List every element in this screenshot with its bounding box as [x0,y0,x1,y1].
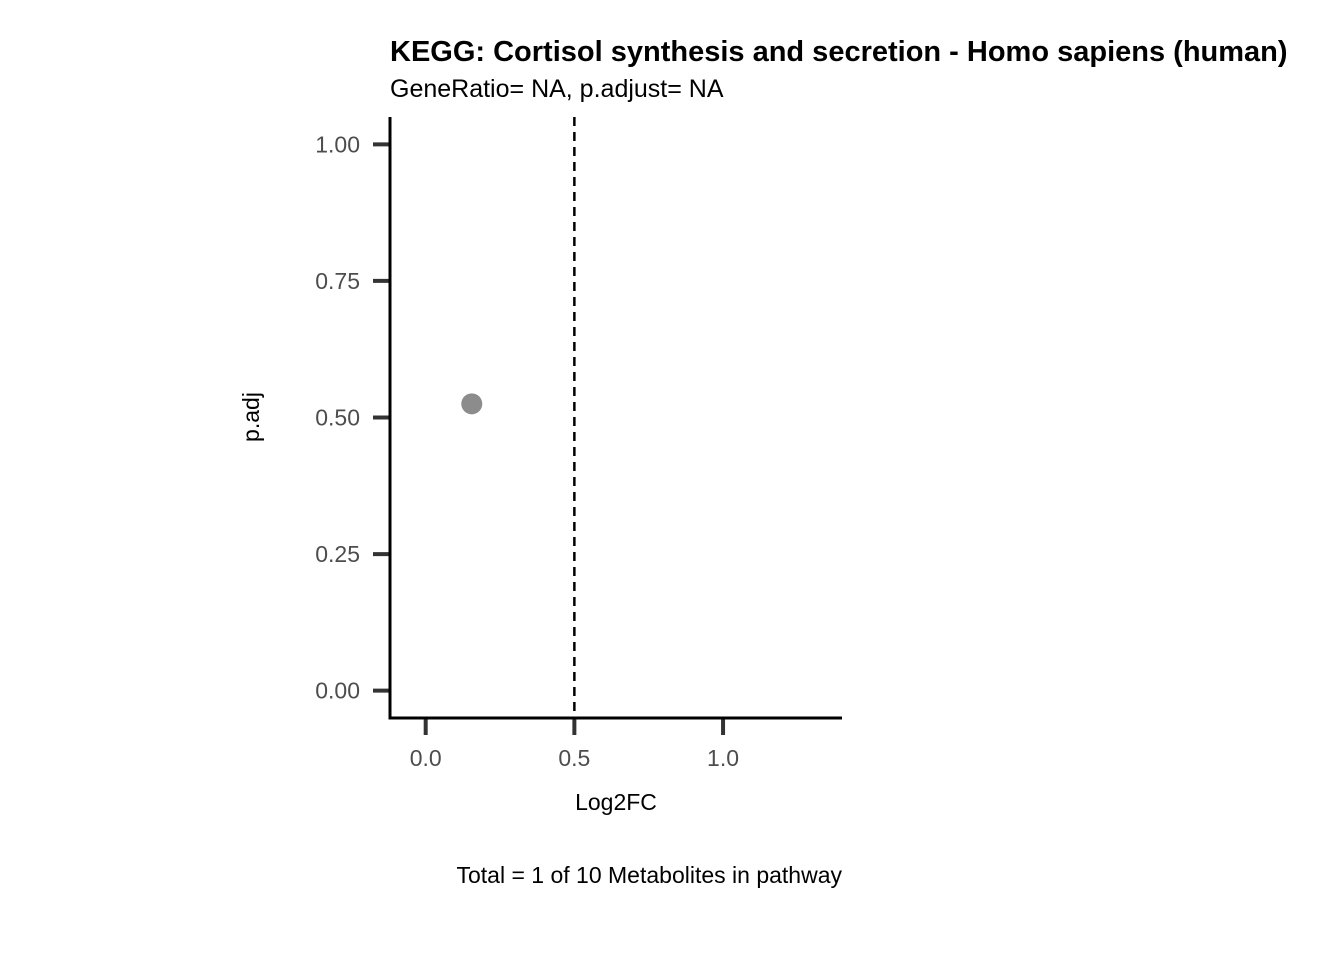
axis-ticks: 0.00 0.25 0.50 0.75 1.00 0.0 0.5 1.0 [315,131,739,771]
x-tick-label: 0.5 [558,745,590,771]
data-points [461,393,483,415]
y-tick-label: 0.25 [315,541,360,567]
chart-title: KEGG: Cortisol synthesis and secretion -… [390,36,1288,68]
x-axis-title: Log2FC [575,789,657,815]
x-tick-label: 0.0 [410,745,442,771]
y-tick-label: 0.00 [315,678,360,704]
data-point [461,393,483,415]
chart-subtitle: GeneRatio= NA, p.adjust= NA [390,75,724,103]
y-axis-title: p.adj [238,392,264,442]
y-tick-label: 1.00 [315,131,360,157]
chart-caption: Total = 1 of 10 Metabolites in pathway [457,862,843,888]
y-tick-label: 0.50 [315,405,360,431]
x-tick-label: 1.0 [707,745,739,771]
y-tick-label: 0.75 [315,268,360,294]
